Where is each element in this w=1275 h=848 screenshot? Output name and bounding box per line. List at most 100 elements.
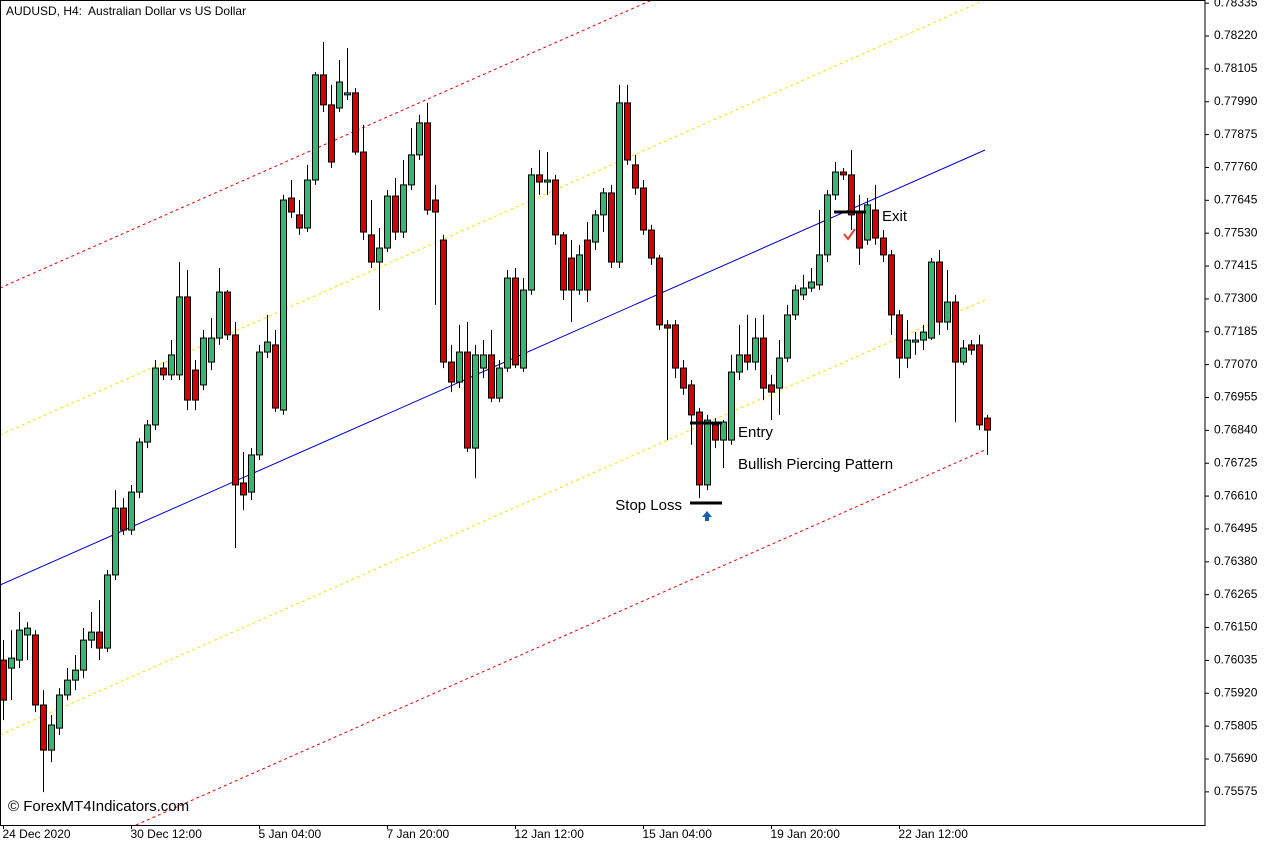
candle-body <box>144 424 151 443</box>
candles <box>0 42 991 793</box>
candle-body <box>472 354 479 449</box>
candle-body <box>208 337 215 363</box>
candle-body <box>544 179 551 183</box>
candle-body <box>448 361 455 383</box>
candle-body <box>552 179 559 236</box>
candle-body <box>216 291 223 339</box>
candle-body <box>624 102 631 161</box>
candle-body <box>944 301 951 323</box>
y-tick-label: 0.75920 <box>1214 685 1258 699</box>
candle-body <box>824 194 831 256</box>
candle-body <box>584 239 591 291</box>
y-tick-label: 0.78105 <box>1214 61 1258 75</box>
candle-body <box>136 441 143 493</box>
candle-body <box>32 634 39 706</box>
y-tick-label: 0.76610 <box>1214 488 1258 502</box>
candle-body <box>672 324 679 369</box>
candle-body <box>728 371 735 441</box>
candle-body <box>768 384 775 393</box>
y-tick-label: 0.76955 <box>1214 390 1258 404</box>
candle-body <box>192 369 199 401</box>
candle-body <box>800 287 807 296</box>
exit-label: Exit <box>882 208 908 225</box>
candle-body <box>424 122 431 211</box>
candle-body <box>520 289 527 369</box>
candle-body <box>24 627 31 636</box>
y-tick-label: 0.76380 <box>1214 554 1258 568</box>
candle-body <box>0 659 7 701</box>
candle-body <box>696 411 703 486</box>
candle-body <box>496 367 503 399</box>
candle-body <box>184 296 191 401</box>
candle-body <box>72 669 79 681</box>
y-tick-label: 0.77875 <box>1214 127 1258 141</box>
y-tick-label: 0.77185 <box>1214 324 1258 338</box>
candle-body <box>16 629 23 661</box>
candle-body <box>832 171 839 196</box>
candle-body <box>120 507 127 531</box>
candle-body <box>264 341 271 353</box>
candle-body <box>576 254 583 291</box>
candle-body <box>680 367 687 389</box>
x-tick-label: 15 Jan 04:00 <box>643 827 713 841</box>
candle-body <box>104 574 111 649</box>
stop-loss-label: Stop Loss <box>615 497 682 514</box>
y-tick-label: 0.76840 <box>1214 423 1258 437</box>
candle-body <box>600 192 607 216</box>
y-tick-label: 0.75805 <box>1214 718 1258 732</box>
candle-body <box>760 337 767 389</box>
candle-body <box>608 192 615 263</box>
y-tick-label: 0.77415 <box>1214 258 1258 272</box>
candle-body <box>64 679 71 696</box>
candle-body <box>960 347 967 363</box>
candle-body <box>304 179 311 229</box>
y-tick-label: 0.77990 <box>1214 94 1258 108</box>
y-tick-label: 0.75690 <box>1214 751 1258 765</box>
candle-body <box>256 351 263 456</box>
candle-body <box>872 209 879 239</box>
candle-body <box>96 631 103 649</box>
candle-body <box>896 314 903 359</box>
axes: 0.78335 0.78220 0.78105 0.77990 0.77875 0.777… <box>0 0 1258 841</box>
candle-body <box>568 257 575 291</box>
candle-body <box>288 197 295 213</box>
x-tick-label: 30 Dec 12:00 <box>131 827 203 841</box>
candle-body <box>296 214 303 229</box>
candle-body <box>368 234 375 263</box>
candle-body <box>88 631 95 641</box>
y-tick-label: 0.76265 <box>1214 587 1258 601</box>
candle-body <box>904 339 911 359</box>
y-tick-label: 0.77645 <box>1214 192 1258 206</box>
candle-body <box>936 261 943 323</box>
candle-body <box>240 482 247 496</box>
candle-body <box>648 229 655 259</box>
candle-body <box>504 277 511 369</box>
candle-body <box>880 237 887 256</box>
candle-body <box>952 301 959 363</box>
channel-upper-outer <box>0 0 653 289</box>
candle-body <box>232 334 239 486</box>
candle-body <box>456 351 463 383</box>
candle-body <box>8 657 15 669</box>
candle-body <box>328 104 335 163</box>
y-tick-label: 0.76725 <box>1214 455 1258 469</box>
entry-label: Entry <box>738 424 774 441</box>
candle-body <box>592 214 599 243</box>
candle-body <box>616 102 623 263</box>
candle-body <box>736 354 743 373</box>
candle-body <box>856 211 863 249</box>
pattern-label: Bullish Piercing Pattern <box>738 456 893 473</box>
candle-body <box>272 344 279 409</box>
candle-body <box>792 289 799 316</box>
candle-body <box>656 257 663 326</box>
candle-body <box>640 187 647 231</box>
candle-body <box>928 261 935 339</box>
x-tick-label: 5 Jan 04:00 <box>259 827 322 841</box>
y-tick-label: 0.75575 <box>1214 784 1258 798</box>
candle-body <box>320 74 327 106</box>
y-tick-label: 0.77760 <box>1214 160 1258 174</box>
candle-body <box>560 234 567 291</box>
